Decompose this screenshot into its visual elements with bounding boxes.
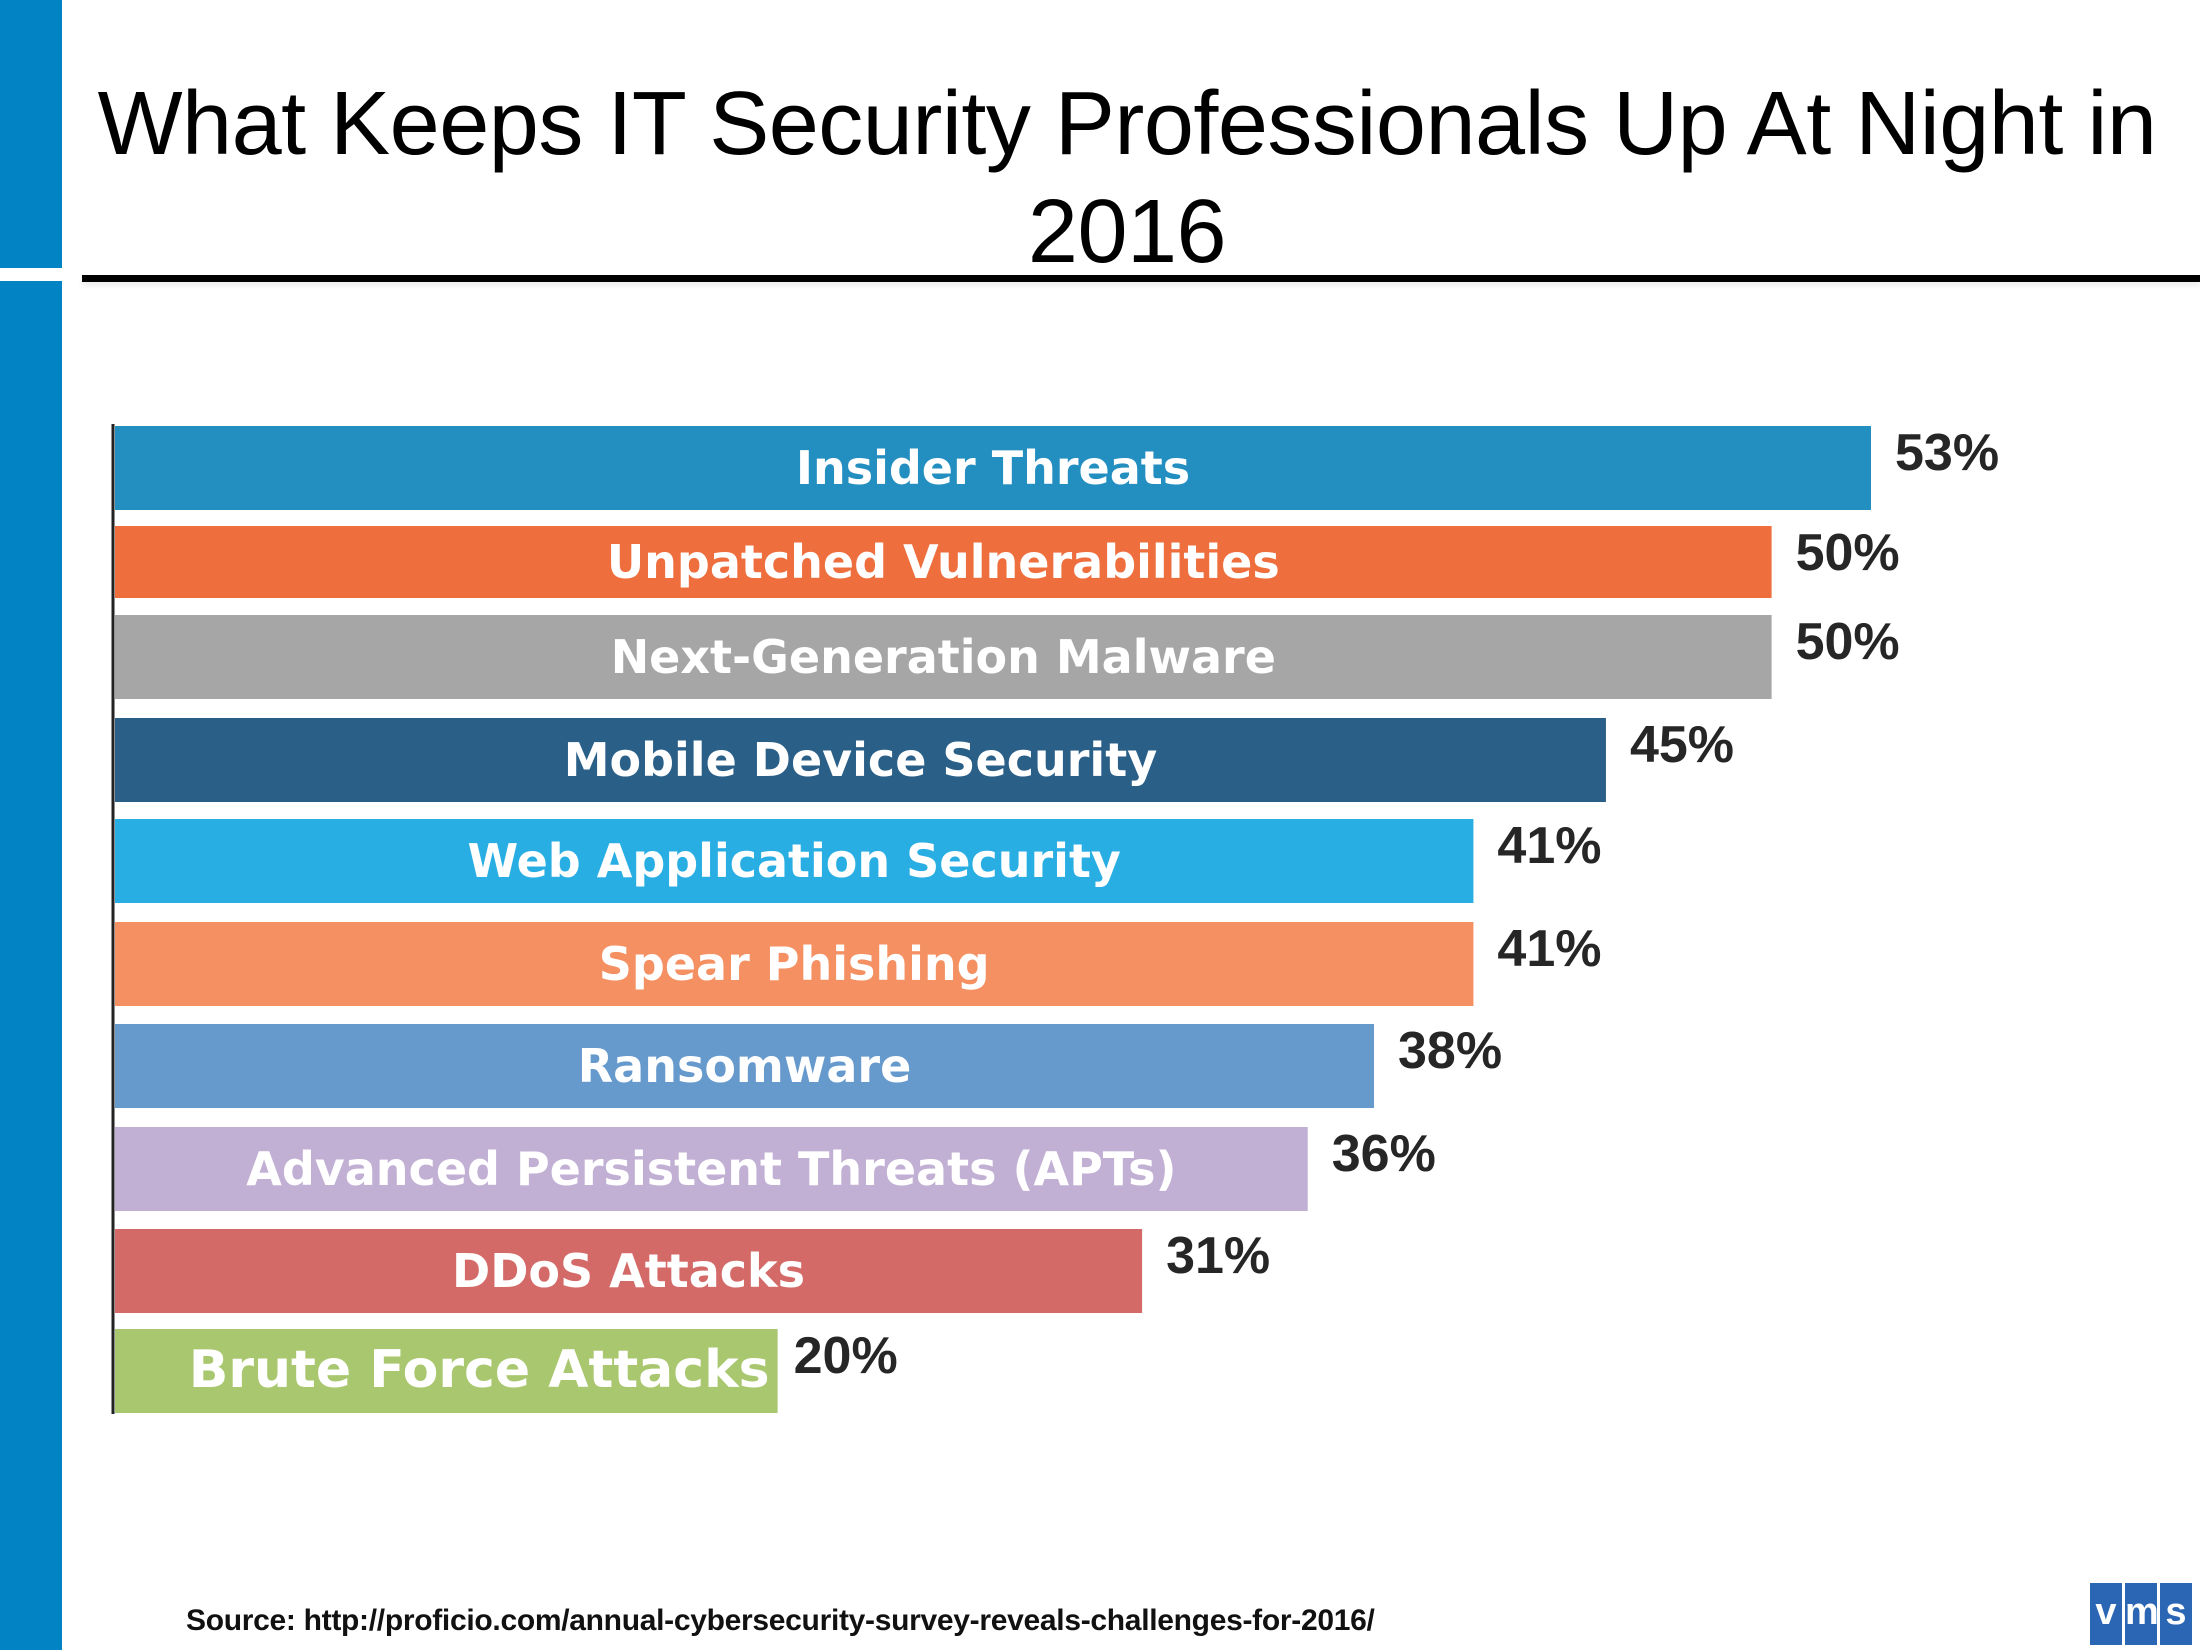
bar-category-label: Brute Force Attacks [189, 1340, 770, 1400]
bar-value-label: 36% [1332, 1125, 1436, 1183]
bar-category-label: DDoS Attacks [452, 1244, 805, 1298]
logo-letter: v [2090, 1583, 2122, 1645]
logo-letter: s [2160, 1583, 2192, 1645]
bar-category-label: Spear Phishing [599, 937, 990, 991]
bar-category-label: Insider Threats [796, 441, 1190, 495]
bar [115, 1127, 1308, 1211]
bar-category-label: Unpatched Vulnerabilities [607, 535, 1280, 589]
bar [115, 1329, 778, 1413]
bar-category-label: Ransomware [578, 1039, 912, 1093]
accent-stripe-bottom [0, 281, 62, 1650]
vms-logo: v m s [2090, 1583, 2192, 1645]
bar [115, 1229, 1143, 1313]
bar [115, 819, 1474, 903]
logo-letter: m [2125, 1583, 2159, 1645]
bar-value-label: 20% [794, 1327, 898, 1385]
bar [115, 922, 1474, 1006]
bar [115, 526, 1772, 598]
bar-value-label: 38% [1398, 1022, 1502, 1080]
bar-value-label: 50% [1796, 524, 1900, 582]
source-citation: Source: http://proficio.com/annual-cyber… [186, 1604, 1375, 1637]
accent-stripe-top [0, 0, 62, 268]
bar-value-label: 53% [1895, 424, 1999, 482]
bar-value-label: 50% [1796, 613, 1900, 671]
bar-value-label: 41% [1497, 920, 1601, 978]
bar-value-label: 45% [1630, 716, 1734, 774]
bar [115, 615, 1772, 699]
bar [115, 718, 1606, 802]
bar-category-label: Mobile Device Security [564, 733, 1157, 787]
bar-value-label: 31% [1166, 1227, 1270, 1285]
bar [115, 426, 1871, 510]
bar-value-label: 41% [1497, 817, 1601, 875]
bar-category-label: Next-Generation Malware [611, 630, 1276, 684]
bar-category-label: Advanced Persistent Threats (APTs) [246, 1142, 1176, 1196]
bar-category-label: Web Application Security [467, 834, 1120, 888]
page-title: What Keeps IT Security Professionals Up … [97, 74, 2157, 282]
bar [115, 1024, 1375, 1108]
title-divider [82, 275, 2200, 282]
